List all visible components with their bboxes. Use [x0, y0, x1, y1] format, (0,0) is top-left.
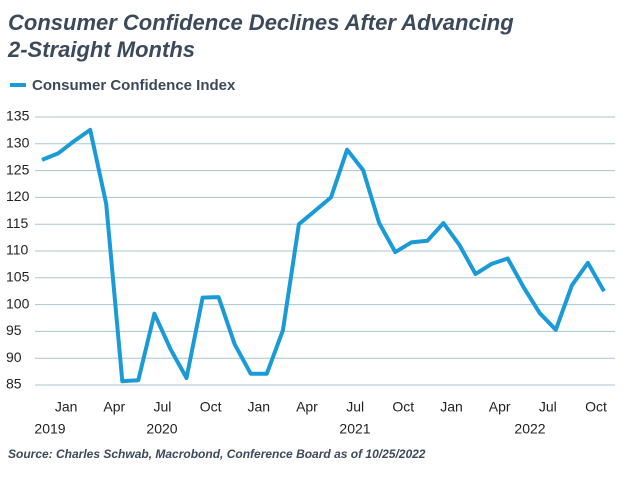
x-year-label: 2020 [146, 421, 177, 437]
legend-label: Consumer Confidence Index [32, 77, 236, 94]
x-tick-label: Oct [392, 399, 414, 415]
x-tick-label: Oct [585, 399, 607, 415]
x-tick-label: Jan [248, 399, 271, 415]
y-tick-label: 110 [6, 242, 29, 258]
x-year-label: 2022 [514, 421, 545, 437]
x-tick-label: Oct [200, 399, 222, 415]
x-tick-label: Jan [440, 399, 463, 415]
y-tick-label: 130 [6, 135, 30, 151]
y-tick-label: 90 [6, 349, 22, 365]
y-tick-label: 95 [6, 322, 22, 338]
y-tick-label: 125 [6, 161, 30, 177]
x-year-label: 2021 [339, 421, 370, 437]
y-tick-label: 105 [6, 269, 30, 285]
y-tick-label: 115 [6, 215, 29, 231]
x-year-label: 2019 [34, 421, 65, 437]
line-series [41, 127, 606, 384]
x-tick-label: Apr [489, 399, 511, 415]
x-tick-label: Jul [346, 399, 364, 415]
x-tick-label: Jul [154, 399, 172, 415]
y-tick-label: 100 [6, 295, 30, 311]
chart-title: Consumer Confidence Declines After Advan… [7, 10, 514, 62]
x-tick-label: Jul [539, 399, 557, 415]
y-tick-label: 85 [6, 376, 22, 392]
x-tick-label: Apr [103, 399, 125, 415]
source: Source: Charles Schwab, Macrobond, Confe… [8, 447, 426, 461]
y-tick-label: 135 [6, 108, 30, 124]
x-tick-label: Jan [55, 399, 78, 415]
x-tick-label: Apr [296, 399, 318, 415]
y-tick-label: 120 [6, 188, 30, 204]
